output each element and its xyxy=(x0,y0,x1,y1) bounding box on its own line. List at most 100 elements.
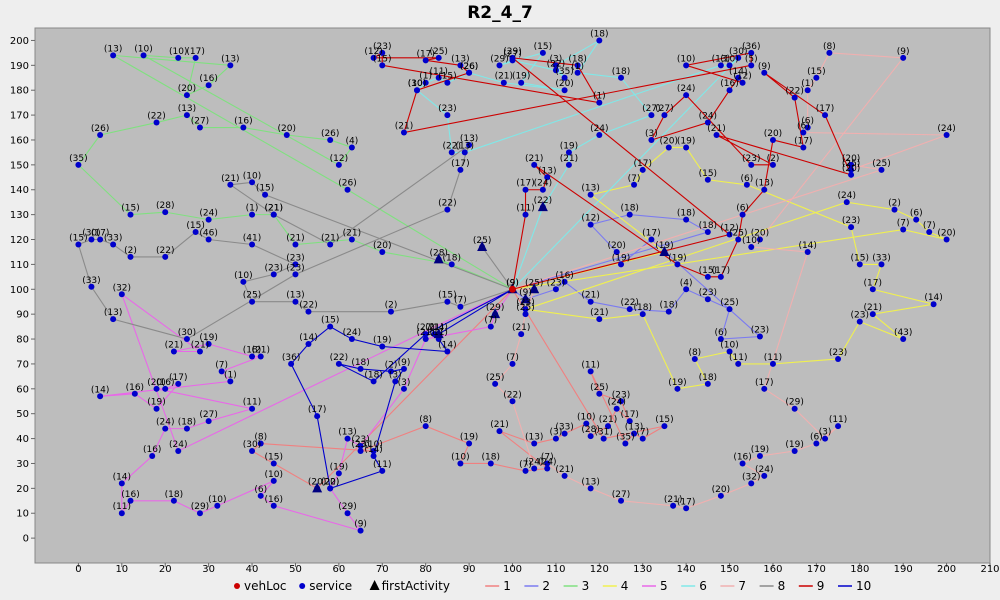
service-label: (17) xyxy=(864,278,882,288)
chart-title: R2_4_7 xyxy=(467,3,533,23)
service-label: (7) xyxy=(215,360,228,370)
service-point xyxy=(196,348,203,355)
service-point xyxy=(249,405,256,412)
service-label: (23) xyxy=(351,435,369,445)
service-point xyxy=(518,331,525,338)
service-label: (46) xyxy=(199,229,217,239)
service-point xyxy=(97,393,104,400)
service-point xyxy=(587,221,594,228)
service-label: (21) xyxy=(864,303,882,313)
service-label: (13) xyxy=(221,54,239,64)
service-point xyxy=(900,54,907,61)
service-label: (29) xyxy=(338,502,356,512)
service-point xyxy=(327,323,334,330)
service-point xyxy=(466,141,473,148)
service-point xyxy=(561,87,568,94)
service-label: (27) xyxy=(642,104,660,114)
service-label: (35) xyxy=(555,67,573,77)
service-point xyxy=(704,273,711,280)
service-label: (11) xyxy=(516,204,534,214)
legend-label: 5 xyxy=(660,579,668,593)
service-point xyxy=(726,306,733,313)
service-point xyxy=(835,355,842,362)
service-label: (6) xyxy=(910,209,923,219)
service-label: (20) xyxy=(842,154,860,164)
service-point xyxy=(422,336,429,343)
service-point xyxy=(613,405,620,412)
service-label: (27) xyxy=(503,49,521,59)
service-label: (18) xyxy=(699,373,717,383)
service-point xyxy=(75,241,82,248)
service-label: (18) xyxy=(165,490,183,500)
service-point xyxy=(97,132,104,138)
service-label: (13) xyxy=(104,44,122,54)
y-tick-label: 200 xyxy=(10,36,29,47)
service-label: (11) xyxy=(764,353,782,363)
service-point xyxy=(826,49,833,56)
service-label: (11) xyxy=(373,460,391,470)
service-point xyxy=(192,229,199,236)
service-label: (25) xyxy=(525,278,543,288)
service-point xyxy=(131,390,138,397)
service-label: (23) xyxy=(742,154,760,164)
service-label: (17) xyxy=(620,410,638,420)
service-point xyxy=(75,161,82,168)
first-activity-marker xyxy=(490,308,501,319)
y-tick-label: 110 xyxy=(10,260,29,271)
service-label: (22) xyxy=(620,298,638,308)
service-label: (33) xyxy=(872,253,890,263)
service-point xyxy=(370,378,377,385)
y-tick-label: 30 xyxy=(16,459,29,470)
service-label: (22) xyxy=(156,246,174,256)
service-label: (35) xyxy=(616,433,634,443)
service-label: (17) xyxy=(416,49,434,59)
service-point xyxy=(110,241,117,248)
service-label: (25) xyxy=(486,373,504,383)
service-label: (16) xyxy=(126,383,144,393)
service-label: (2) xyxy=(888,199,901,209)
service-point xyxy=(357,527,364,534)
service-point xyxy=(422,79,429,86)
service-point xyxy=(496,62,503,69)
service-label: (16) xyxy=(555,271,573,281)
service-point xyxy=(227,378,234,385)
service-label: (10) xyxy=(364,440,382,450)
service-label: (21) xyxy=(560,154,578,164)
service-label: (32) xyxy=(113,283,131,293)
y-tick-label: 120 xyxy=(10,235,29,246)
service-label: (24) xyxy=(838,191,856,201)
service-point xyxy=(335,360,342,367)
service-label: (8) xyxy=(823,42,836,52)
service-point xyxy=(856,261,863,268)
service-point xyxy=(270,460,277,467)
service-label: (20) xyxy=(842,164,860,174)
first-activity-marker xyxy=(520,293,531,304)
service-point xyxy=(596,132,603,138)
route-line-2 xyxy=(512,214,762,340)
service-label: (15) xyxy=(534,42,552,52)
service-point xyxy=(522,306,529,313)
service-point xyxy=(704,176,711,183)
service-label: (21) xyxy=(251,345,269,355)
service-point xyxy=(761,385,768,392)
service-point xyxy=(743,181,750,188)
service-point xyxy=(257,492,264,499)
service-point xyxy=(631,430,638,437)
service-label: (23) xyxy=(516,298,534,308)
service-point xyxy=(813,74,820,81)
service-label: (23) xyxy=(286,263,304,273)
service-label: (25) xyxy=(729,229,747,239)
service-point xyxy=(466,440,473,447)
service-point xyxy=(618,74,625,81)
service-point xyxy=(683,216,690,223)
service-label: (5) xyxy=(745,54,758,64)
service-point xyxy=(522,467,529,474)
service-point xyxy=(561,472,568,479)
x-tick-label: 100 xyxy=(503,564,522,575)
service-point xyxy=(761,472,768,479)
service-point xyxy=(205,82,212,89)
service-label: (18) xyxy=(364,370,382,380)
service-label: (15) xyxy=(69,233,87,243)
